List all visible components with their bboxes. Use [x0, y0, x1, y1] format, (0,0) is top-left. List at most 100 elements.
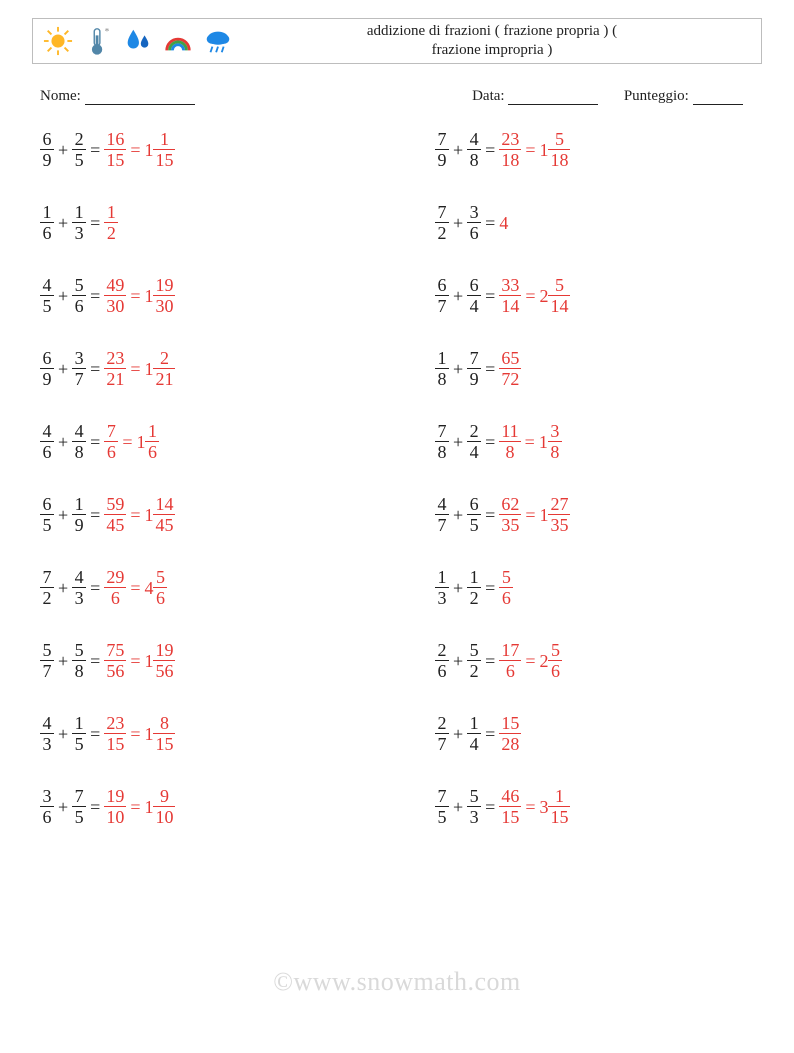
fraction: 25 — [72, 130, 86, 169]
fraction: 2318 — [499, 130, 521, 169]
equals-operator: = — [86, 141, 104, 159]
problem-right: 78+24=118=138 — [435, 422, 760, 461]
fraction: 65 — [467, 495, 481, 534]
plus-operator: + — [449, 287, 467, 305]
meta-line: Nome: Data: Punteggio: — [40, 88, 760, 105]
fraction: 75 — [435, 787, 449, 826]
fraction: 2735 — [548, 495, 570, 534]
fraction: 6235 — [499, 495, 521, 534]
fraction: 1956 — [153, 641, 175, 680]
header-icons: * — [33, 26, 233, 56]
fraction: 118 — [499, 422, 520, 461]
equals-operator: = — [481, 506, 499, 524]
fraction: 72 — [40, 568, 54, 607]
fraction: 115 — [548, 787, 570, 826]
name-blank[interactable] — [85, 89, 195, 106]
equals-operator: = — [126, 287, 144, 305]
plus-operator: + — [54, 506, 72, 524]
problem-right: 26+52=176=256 — [435, 641, 760, 680]
problem-right: 75+53=4615=3115 — [435, 787, 760, 826]
problems-grid: 69+25=1615=111579+48=2318=151816+13=1272… — [40, 130, 760, 860]
fraction: 72 — [435, 203, 449, 242]
fraction: 47 — [435, 495, 449, 534]
fraction: 514 — [548, 276, 570, 315]
mixed-number: 256 — [539, 649, 562, 669]
equals-operator: = — [521, 652, 539, 670]
fraction: 65 — [40, 495, 54, 534]
plus-operator: + — [54, 214, 72, 232]
title-line-2: frazione impropria ) — [432, 42, 553, 58]
fraction: 52 — [467, 641, 481, 680]
problem-left: 69+25=1615=1115 — [40, 130, 435, 169]
header: * addizione di frazioni ( frazione propr… — [32, 18, 762, 64]
problem-left: 72+43=296=456 — [40, 568, 435, 607]
fraction: 19 — [72, 495, 86, 534]
fraction: 79 — [435, 130, 449, 169]
equals-operator: = — [126, 725, 144, 743]
problem-left: 69+37=2321=1221 — [40, 349, 435, 388]
drops-icon — [123, 26, 153, 56]
fraction: 115 — [153, 130, 175, 169]
problem-row: 72+43=296=45613+12=56 — [40, 568, 760, 607]
mixed-number: 11956 — [144, 649, 175, 669]
problem-left: 65+19=5945=11445 — [40, 495, 435, 534]
watermark: ©www.snowmath.com — [0, 967, 794, 997]
equals-operator: = — [126, 652, 144, 670]
plus-operator: + — [449, 433, 467, 451]
plus-operator: + — [449, 360, 467, 378]
problem-right: 13+12=56 — [435, 568, 760, 607]
plus-operator: + — [54, 579, 72, 597]
equals-operator: = — [481, 360, 499, 378]
mixed-number: 116 — [136, 430, 159, 450]
fraction: 58 — [72, 641, 86, 680]
fraction: 56 — [499, 568, 513, 607]
problem-row: 16+13=1272+36=4 — [40, 203, 760, 242]
fraction: 48 — [72, 422, 86, 461]
worksheet-title: addizione di frazioni ( frazione propria… — [233, 22, 761, 61]
fraction: 7556 — [104, 641, 126, 680]
fraction: 12 — [104, 203, 118, 242]
fraction: 910 — [153, 787, 175, 826]
mixed-number: 1518 — [539, 138, 570, 158]
fraction: 64 — [467, 276, 481, 315]
mixed-number: 12735 — [539, 503, 570, 523]
fraction: 1615 — [104, 130, 126, 169]
mixed-number: 11930 — [144, 284, 175, 304]
fraction: 14 — [467, 714, 481, 753]
mixed-number: 11445 — [144, 503, 175, 523]
problem-row: 46+48=76=11678+24=118=138 — [40, 422, 760, 461]
plus-operator: + — [449, 579, 467, 597]
fraction: 53 — [467, 787, 481, 826]
answer-whole: 4 — [499, 214, 508, 232]
fraction: 12 — [467, 568, 481, 607]
plus-operator: + — [449, 506, 467, 524]
fraction: 45 — [40, 276, 54, 315]
mixed-number: 138 — [539, 430, 562, 450]
fraction: 67 — [435, 276, 449, 315]
fraction: 36 — [40, 787, 54, 826]
equals-operator: = — [481, 141, 499, 159]
plus-operator: + — [54, 287, 72, 305]
name-label: Nome: — [40, 88, 81, 105]
fraction: 43 — [40, 714, 54, 753]
fraction: 79 — [467, 349, 481, 388]
fraction: 76 — [104, 422, 118, 461]
equals-operator: = — [86, 652, 104, 670]
mixed-number: 1221 — [144, 357, 175, 377]
score-blank[interactable] — [693, 89, 743, 106]
fraction: 15 — [72, 714, 86, 753]
svg-text:*: * — [105, 27, 110, 37]
equals-operator: = — [86, 360, 104, 378]
mixed-number: 1815 — [144, 722, 175, 742]
problem-row: 43+15=2315=181527+14=1528 — [40, 714, 760, 753]
date-blank[interactable] — [508, 89, 598, 106]
fraction: 518 — [548, 130, 570, 169]
fraction: 2315 — [104, 714, 126, 753]
problem-row: 57+58=7556=1195626+52=176=256 — [40, 641, 760, 680]
fraction: 18 — [435, 349, 449, 388]
fraction: 56 — [72, 276, 86, 315]
mixed-number: 1115 — [144, 138, 175, 158]
problem-right: 27+14=1528 — [435, 714, 760, 753]
fraction: 13 — [435, 568, 449, 607]
plus-operator: + — [449, 214, 467, 232]
